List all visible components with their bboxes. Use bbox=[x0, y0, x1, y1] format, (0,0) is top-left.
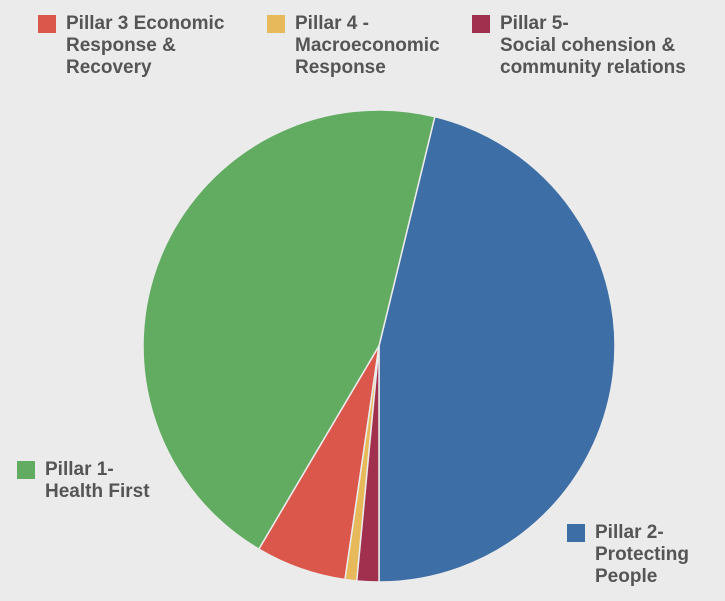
pie-slice-5 bbox=[355, 345, 380, 583]
legend-swatch-pillar-1 bbox=[17, 461, 35, 479]
legend-label-pillar-3: Pillar 3 Economic Response & Recovery bbox=[66, 13, 225, 78]
pie-slice-2 bbox=[142, 109, 436, 551]
pie-slices bbox=[142, 109, 616, 583]
legend-item-pillar-2: Pillar 2- Protecting People bbox=[567, 522, 725, 588]
legend-item-pillar-3: Pillar 3 Economic Response & Recovery bbox=[38, 13, 268, 79]
legend-swatch-pillar-3 bbox=[38, 15, 56, 33]
legend-item-pillar-1: Pillar 1- Health First bbox=[17, 459, 217, 503]
legend-label-pillar-2: Pillar 2- Protecting People bbox=[595, 522, 689, 587]
legend-label-pillar-5: Pillar 5- Social cohension & community r… bbox=[500, 13, 686, 78]
pie-slice-1 bbox=[378, 115, 616, 583]
legend-label-pillar-4: Pillar 4 - Macroeconomic Response bbox=[295, 13, 440, 78]
legend-label-pillar-1: Pillar 1- Health First bbox=[45, 459, 150, 502]
legend-swatch-pillar-4 bbox=[267, 15, 285, 33]
legend-item-pillar-5: Pillar 5- Social cohension & community r… bbox=[472, 13, 724, 79]
legend-swatch-pillar-5 bbox=[472, 15, 490, 33]
legend-swatch-pillar-2 bbox=[567, 524, 585, 542]
legend-item-pillar-4: Pillar 4 - Macroeconomic Response bbox=[267, 13, 467, 79]
